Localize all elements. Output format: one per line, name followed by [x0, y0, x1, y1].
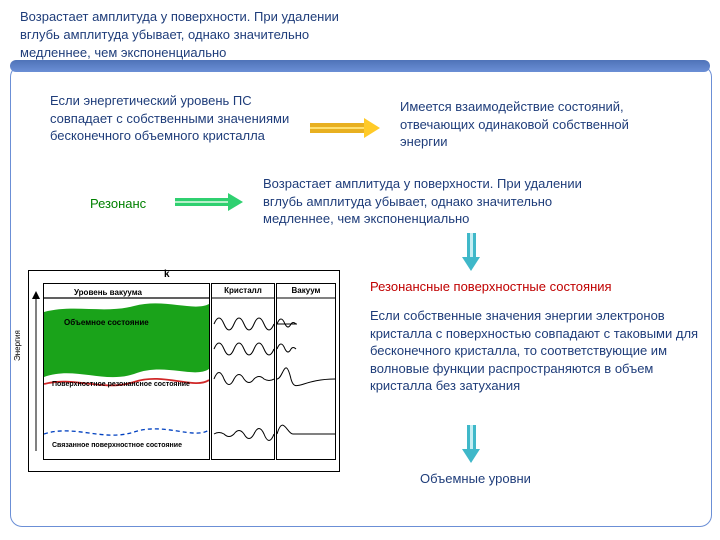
arrow-vertical-1: [462, 233, 480, 271]
diagram-y-axis-label: Энергия: [13, 330, 22, 361]
arrow-vertical-2: [462, 425, 480, 463]
arrow-horizontal-2: [175, 193, 243, 211]
arrow-horizontal-1: [310, 118, 380, 138]
label-resonance-state: Поверхностное резонансное состояние: [52, 381, 190, 389]
energy-diagram: Энергия k Уровень вакуума Объемное состо…: [28, 270, 340, 472]
header-text: Возрастает амплитуда у поверхности. При …: [20, 8, 360, 63]
diagram-mid-svg: [212, 284, 274, 459]
text-bulk: Объемные уровни: [420, 470, 531, 488]
header-bar: [10, 60, 710, 72]
text-mid: Возрастает амплитуда у поверхности. При …: [263, 175, 603, 228]
diagram-right-panel: Вакуум: [276, 283, 336, 460]
y-axis-arrow-icon: [31, 291, 41, 451]
diagram-right-svg: [277, 284, 335, 459]
text-right-top: Имеется взаимодействие состояний, отвеча…: [400, 98, 670, 151]
diagram-left-svg: [44, 284, 209, 459]
text-resonance: Резонанс: [90, 195, 146, 213]
text-resonance-states: Резонансные поверхностные состояния: [370, 278, 670, 296]
diagram-k-label: k: [164, 269, 170, 280]
label-bound-state: Связанное поверхностное состояние: [52, 442, 182, 449]
label-bulk-state: Объемное состояние: [64, 318, 149, 327]
text-left-top: Если энергетический уровень ПС совпадает…: [50, 92, 300, 145]
diagram-left-panel: Уровень вакуума Объемное состояние Повер…: [43, 283, 210, 460]
text-long: Если собственные значения энергии электр…: [370, 307, 700, 395]
label-vacuum-level: Уровень вакуума: [74, 288, 142, 297]
diagram-mid-panel: Кристалл: [211, 283, 275, 460]
